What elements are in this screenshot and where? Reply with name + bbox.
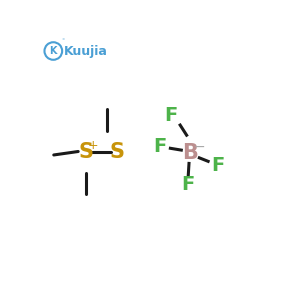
Text: +: + xyxy=(88,139,98,152)
Text: K: K xyxy=(50,46,57,56)
Text: F: F xyxy=(153,137,166,156)
Text: S: S xyxy=(79,142,94,161)
Text: −: − xyxy=(193,140,205,154)
Text: Kuujia: Kuujia xyxy=(64,44,108,58)
Text: B: B xyxy=(182,143,198,163)
Text: F: F xyxy=(165,106,178,125)
Text: F: F xyxy=(211,156,224,175)
Text: F: F xyxy=(181,176,194,194)
Text: S: S xyxy=(109,142,124,161)
Text: °: ° xyxy=(62,38,65,43)
